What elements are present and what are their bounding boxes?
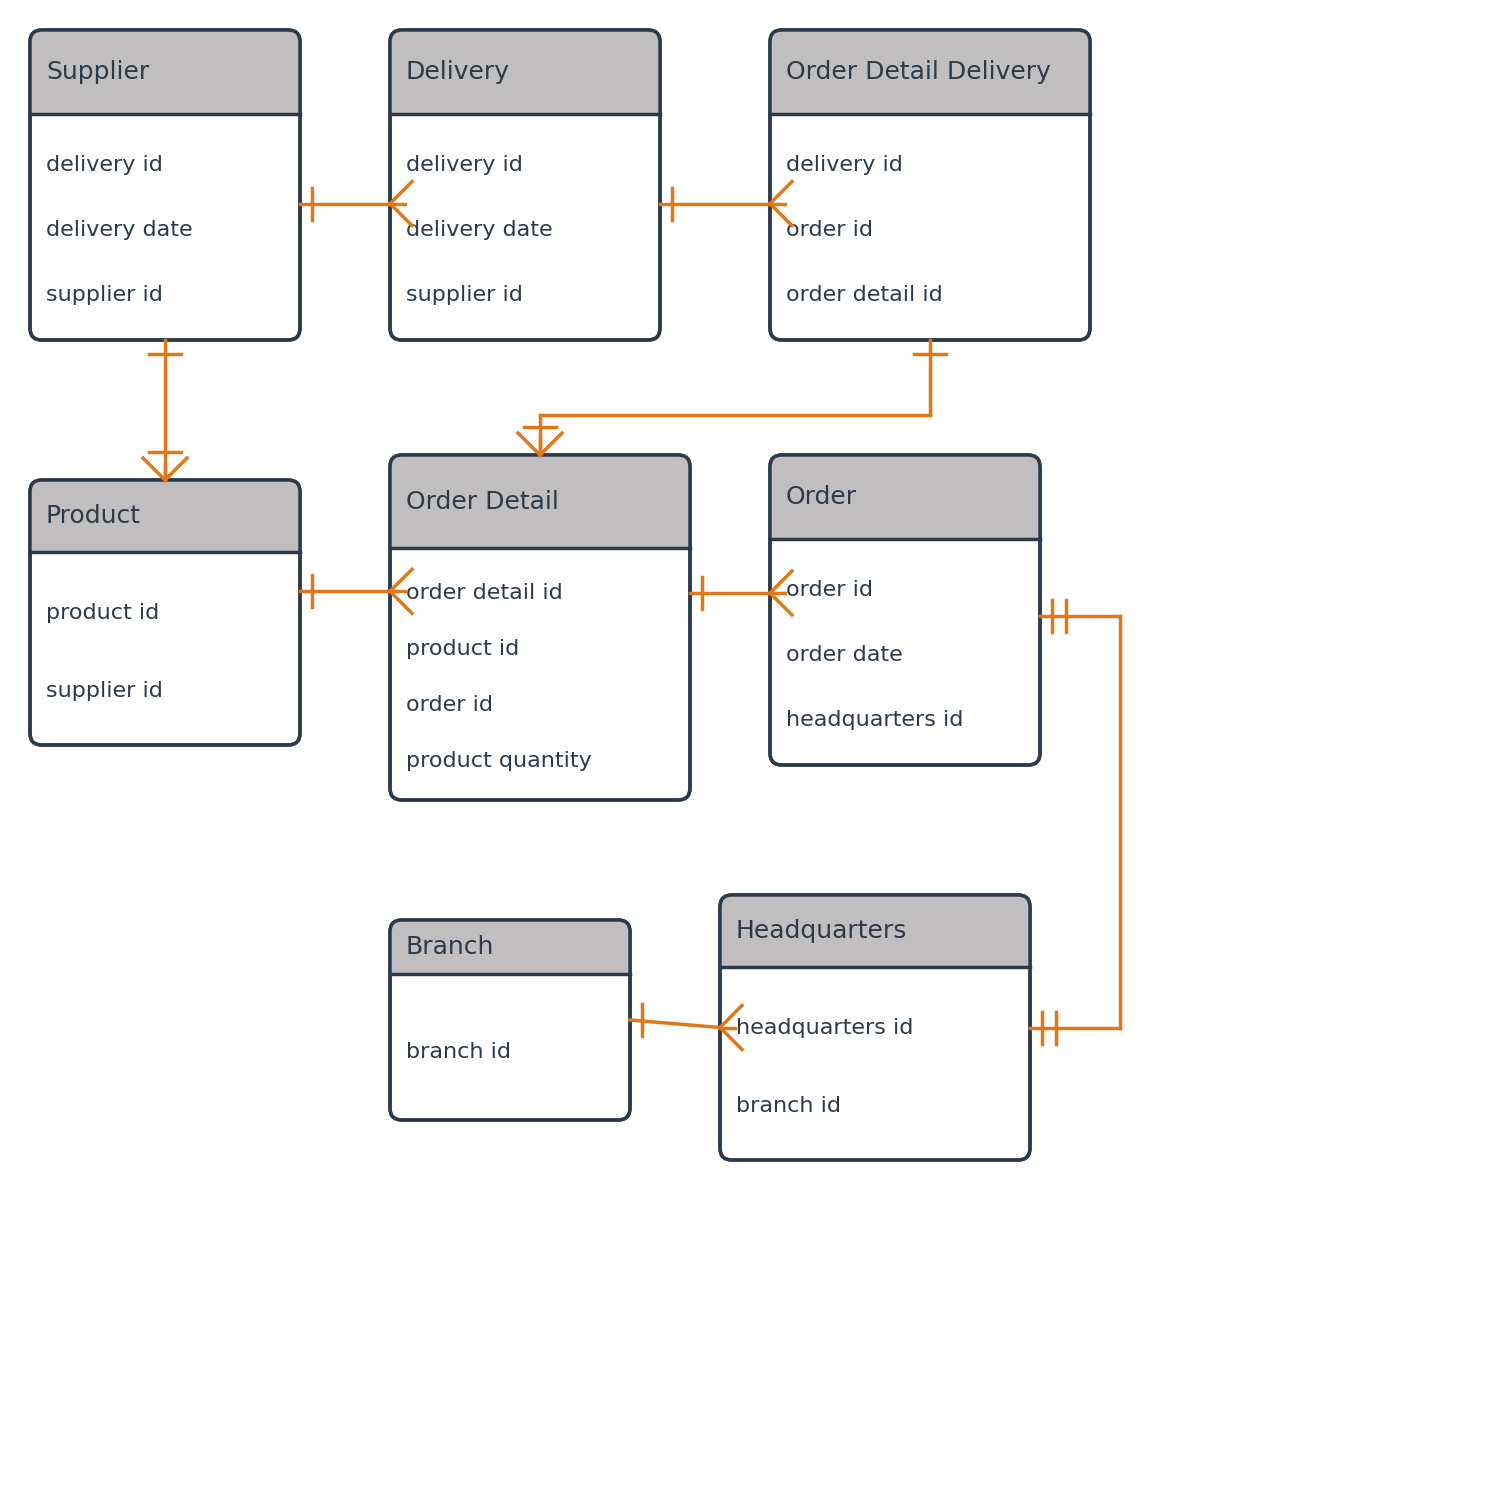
FancyBboxPatch shape [770, 30, 1090, 114]
Text: delivery date: delivery date [46, 220, 192, 240]
FancyBboxPatch shape [390, 454, 690, 800]
Text: headquarters id: headquarters id [736, 1019, 914, 1038]
Text: order id: order id [406, 694, 494, 715]
FancyBboxPatch shape [390, 454, 690, 548]
FancyBboxPatch shape [770, 454, 1040, 765]
Text: delivery id: delivery id [46, 156, 164, 176]
Text: Supplier: Supplier [46, 60, 148, 84]
Text: order detail id: order detail id [406, 584, 562, 603]
Text: Headquarters: Headquarters [736, 920, 908, 944]
Bar [720, 934, 1030, 966]
Bar [770, 501, 1040, 538]
FancyBboxPatch shape [720, 896, 1030, 966]
Bar [30, 519, 300, 552]
Text: product quantity: product quantity [406, 752, 591, 771]
FancyBboxPatch shape [390, 30, 660, 114]
Text: order date: order date [786, 645, 903, 664]
Text: supplier id: supplier id [46, 681, 164, 700]
Text: delivery date: delivery date [406, 220, 552, 240]
Text: order detail id: order detail id [786, 285, 942, 304]
Bar [30, 76, 300, 114]
Bar [770, 76, 1090, 114]
FancyBboxPatch shape [30, 30, 300, 340]
Text: Branch: Branch [406, 934, 495, 958]
Text: branch id: branch id [406, 1042, 512, 1062]
FancyBboxPatch shape [770, 30, 1090, 340]
Text: product id: product id [406, 639, 519, 658]
Text: Order Detail: Order Detail [406, 489, 560, 513]
FancyBboxPatch shape [30, 30, 300, 114]
Text: Order Detail Delivery: Order Detail Delivery [786, 60, 1052, 84]
Text: Order: Order [786, 484, 856, 508]
FancyBboxPatch shape [770, 454, 1040, 538]
Text: product id: product id [46, 603, 159, 624]
Bar [390, 76, 660, 114]
Text: headquarters id: headquarters id [786, 710, 963, 729]
FancyBboxPatch shape [390, 920, 630, 1120]
FancyBboxPatch shape [720, 896, 1030, 1160]
FancyBboxPatch shape [30, 480, 300, 552]
Text: delivery id: delivery id [786, 156, 903, 176]
Text: order id: order id [786, 580, 873, 600]
Text: delivery id: delivery id [406, 156, 524, 176]
Text: supplier id: supplier id [46, 285, 164, 304]
Text: order id: order id [786, 220, 873, 240]
Text: supplier id: supplier id [406, 285, 524, 304]
FancyBboxPatch shape [390, 30, 660, 340]
FancyBboxPatch shape [390, 920, 630, 974]
Text: Delivery: Delivery [406, 60, 510, 84]
Bar [390, 506, 690, 548]
Bar [390, 950, 630, 974]
Text: branch id: branch id [736, 1096, 842, 1116]
FancyBboxPatch shape [30, 480, 300, 746]
Text: Product: Product [46, 504, 141, 528]
